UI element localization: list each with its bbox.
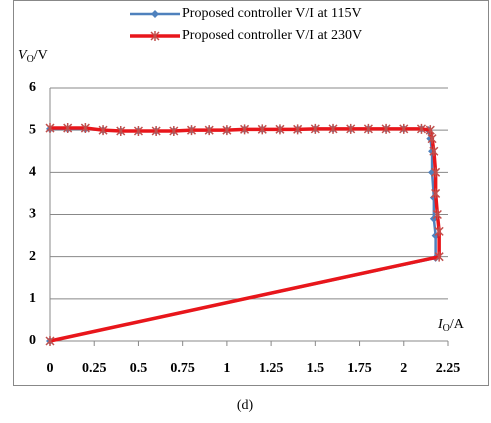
x-tick-label: 1.25: [259, 361, 284, 376]
data-point: [45, 336, 55, 346]
axis-label-part: /V: [34, 48, 48, 63]
axis-label-part: /A: [450, 317, 465, 332]
data-point: [98, 125, 108, 136]
legend-label: Proposed controller V/I at 230V: [182, 28, 362, 43]
legend-marker: [150, 31, 160, 41]
data-point: [222, 125, 232, 136]
y-tick-label: 3: [29, 207, 36, 222]
data-point: [431, 167, 441, 178]
data-point: [431, 188, 441, 199]
x-tick-label: 0.25: [82, 361, 107, 376]
data-point: [427, 133, 437, 144]
x-tick-label: 1: [223, 361, 230, 376]
data-point: [434, 226, 444, 237]
y-tick-label: 5: [29, 122, 36, 137]
data-point: [116, 126, 126, 137]
data-point: [169, 126, 179, 137]
y-tick-label: 1: [29, 291, 36, 306]
x-tick-label: 2.25: [436, 361, 461, 376]
data-point: [257, 124, 267, 135]
y-tick-label: 2: [29, 249, 36, 264]
data-point: [186, 125, 197, 136]
data-point: [381, 123, 391, 134]
y-tick-label: 0: [29, 333, 36, 348]
axis-label-part: I: [437, 317, 444, 332]
data-point: [240, 124, 250, 135]
data-point: [399, 123, 409, 134]
axis-label-part: V: [18, 48, 28, 63]
data-point: [310, 123, 320, 134]
x-tick-label: 0.5: [130, 361, 148, 376]
caption: (d): [237, 398, 254, 413]
data-point: [80, 123, 90, 134]
y-tick-label: 6: [29, 80, 36, 95]
axis-label: IO/A: [437, 317, 465, 334]
data-point: [63, 123, 73, 134]
data-point: [425, 125, 435, 136]
legend-label: Proposed controller V/I at 115V: [182, 6, 362, 21]
data-point: [346, 123, 356, 134]
x-tick-label: 1.5: [307, 361, 325, 376]
data-point: [275, 124, 285, 135]
data-point: [416, 123, 426, 134]
data-point: [133, 126, 143, 137]
data-point: [432, 209, 442, 220]
axis-label-part: O: [27, 54, 34, 65]
y-tick-label: 4: [29, 165, 36, 180]
axis-label-part: O: [443, 323, 450, 334]
x-tick-label: 0.75: [170, 361, 195, 376]
data-point: [204, 125, 214, 136]
data-point: [151, 126, 161, 137]
x-tick-label: 0: [47, 361, 54, 376]
x-tick-label: 1.75: [347, 361, 372, 376]
data-point: [429, 146, 439, 157]
data-point: [293, 124, 303, 135]
data-point: [363, 123, 373, 134]
data-point: [434, 251, 444, 262]
x-tick-label: 2: [400, 361, 407, 376]
data-point: [328, 123, 338, 134]
chart-border: [13, 0, 489, 386]
axis-label: VO/V: [18, 48, 48, 65]
data-point: [45, 123, 55, 134]
legend-marker: [151, 10, 159, 18]
